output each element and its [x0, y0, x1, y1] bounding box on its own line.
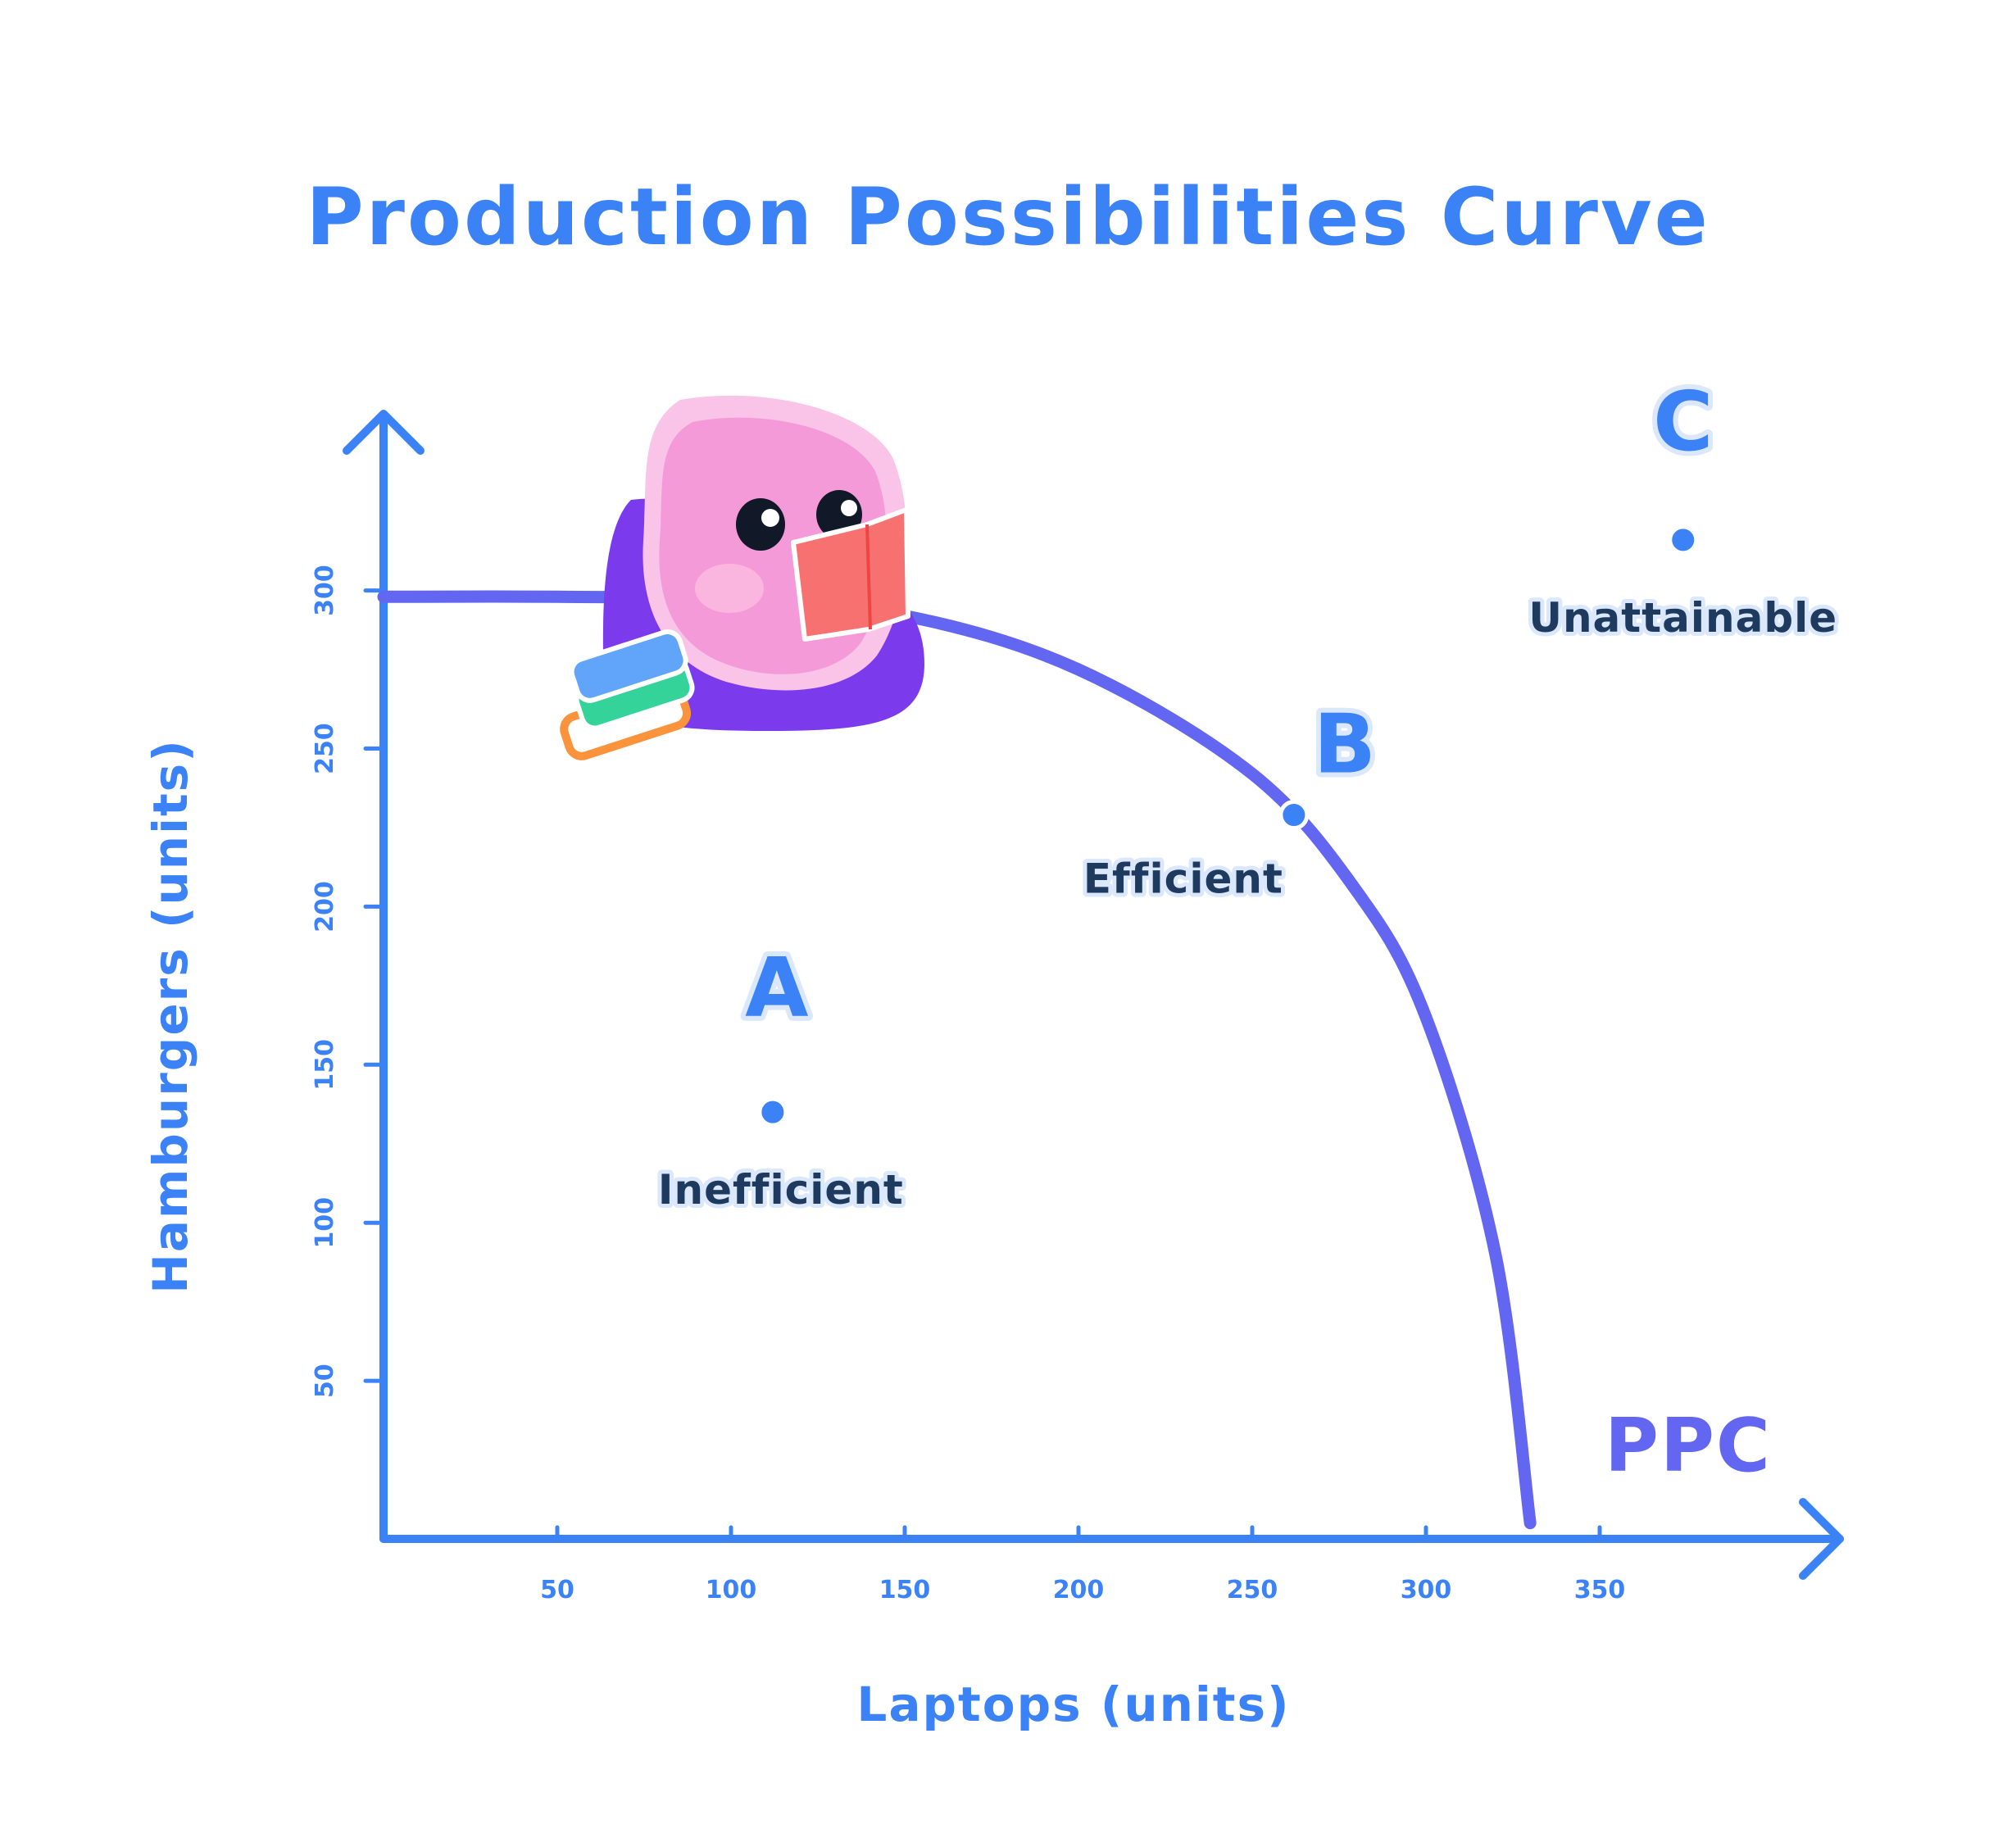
y-tick: 150	[311, 1039, 386, 1091]
point-a: A Inefficient	[654, 935, 907, 1218]
x-tick: 350	[1574, 1525, 1626, 1604]
x-tick-label: 50	[540, 1576, 574, 1604]
y-tick-label: 50	[311, 1364, 339, 1398]
x-tick-label: 350	[1574, 1576, 1626, 1604]
y-tick-label: 250	[311, 723, 339, 774]
point-letter-label: C	[1653, 374, 1713, 470]
y-tick-label: 200	[311, 881, 339, 933]
x-tick: 50	[540, 1525, 574, 1604]
point-letter-label: A	[745, 940, 808, 1036]
x-tick: 200	[1053, 1525, 1105, 1604]
x-tick-label: 250	[1227, 1576, 1278, 1604]
x-ticks: 50 100 150 200 250 300 350	[540, 1525, 1626, 1604]
y-tick: 200	[311, 881, 386, 933]
y-tick: 50	[311, 1364, 386, 1398]
point-description-label: Inefficient	[658, 1166, 904, 1214]
point-marker	[1278, 800, 1310, 831]
y-tick: 100	[311, 1197, 386, 1249]
x-tick: 250	[1227, 1525, 1278, 1604]
point-marker	[757, 1096, 788, 1128]
x-tick: 100	[706, 1525, 757, 1604]
x-tick: 300	[1401, 1525, 1452, 1604]
book-spine	[865, 524, 872, 630]
pink-blob-reading-book-icon	[560, 395, 924, 760]
chart-title: Production Possibilities Curve	[306, 171, 1710, 263]
x-tick-label: 300	[1401, 1576, 1452, 1604]
point-marker	[1668, 524, 1699, 556]
x-tick: 150	[879, 1525, 931, 1604]
book-blue	[569, 629, 688, 703]
y-tick-label: 100	[311, 1197, 339, 1249]
y-ticks: 50 100 150 200 250 300	[311, 565, 386, 1398]
blob-cheek	[695, 564, 764, 613]
x-axis-title: Laptops (units)	[856, 1677, 1290, 1732]
point-description-label: Efficient	[1083, 855, 1283, 903]
y-tick: 250	[311, 723, 386, 774]
point-c: C Unattainable	[1524, 369, 1841, 646]
stacked-books-icon	[560, 629, 695, 760]
x-tick-label: 100	[706, 1576, 757, 1604]
y-tick-label: 300	[311, 565, 339, 616]
point-description-label: Unattainable	[1528, 594, 1837, 642]
left-eye	[736, 498, 785, 551]
points-layer: A Inefficient B Efficient C Unattainable	[654, 369, 1841, 1218]
axes: 50 100 150 200 250 300 350 50 100 150 200 250 300	[311, 410, 1844, 1604]
x-tick-label: 200	[1053, 1576, 1105, 1604]
x-axis-arrowhead	[1799, 1498, 1844, 1580]
y-axis-title: Hamburgers (units)	[143, 738, 198, 1293]
point-letter-label: B	[1314, 697, 1376, 792]
y-tick: 300	[311, 565, 386, 616]
ppc-curve-label: PPC	[1605, 1403, 1772, 1489]
x-tick-label: 150	[879, 1576, 931, 1604]
point-b: B Efficient	[1079, 692, 1381, 907]
y-axis-arrowhead	[343, 410, 425, 455]
y-tick-label: 150	[311, 1039, 339, 1091]
